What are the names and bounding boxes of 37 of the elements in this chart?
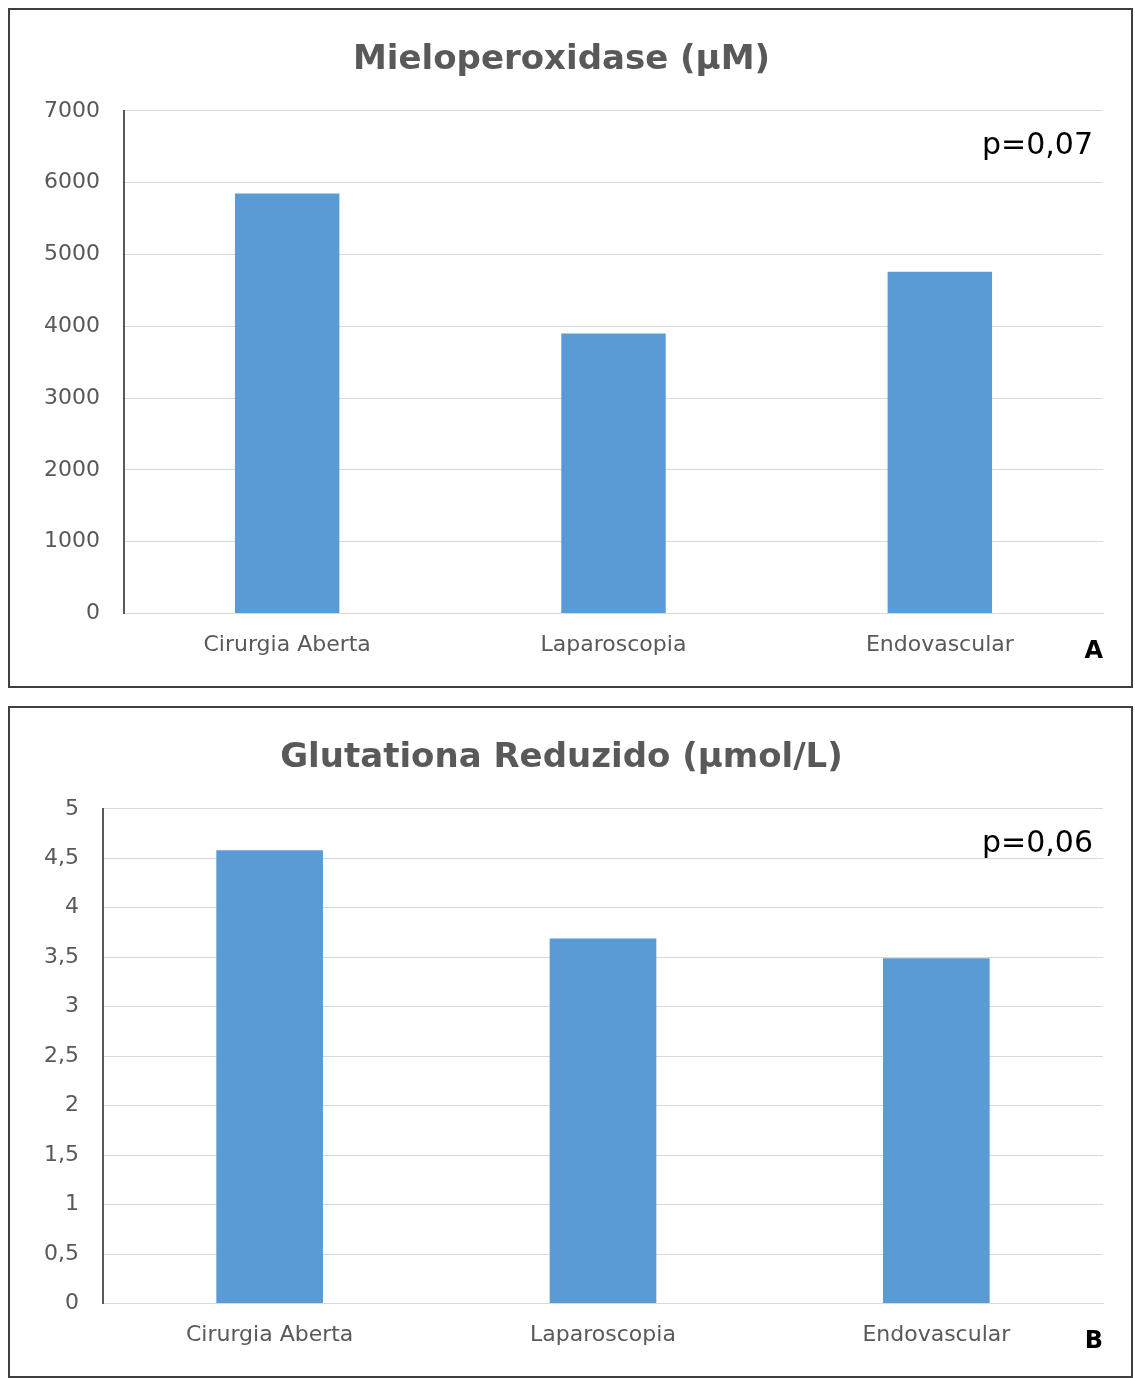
annotation: p=0,07 xyxy=(982,125,1093,161)
y-tick-label: 5000 xyxy=(43,240,100,266)
y-tick-label: 3000 xyxy=(43,383,100,409)
bar xyxy=(883,958,990,1304)
y-tick-label: 0,5 xyxy=(43,1239,79,1265)
y-tick-label: 2,5 xyxy=(43,1041,79,1067)
y-tick-label: 1 xyxy=(64,1190,79,1216)
y-tick-label: 1,5 xyxy=(43,1140,79,1166)
y-tick-label: 4,5 xyxy=(43,844,79,869)
chart-title: Glutationa Reduzido (µmol/L) xyxy=(280,735,843,776)
bar xyxy=(234,193,340,614)
text: B xyxy=(1084,1325,1103,1354)
y-tick-label: 4000 xyxy=(43,312,100,337)
bar xyxy=(887,271,993,614)
bar xyxy=(561,333,666,614)
y-tick-label: 6000 xyxy=(43,168,100,194)
bar xyxy=(216,850,323,1304)
y-tick-label: 1000 xyxy=(43,527,100,553)
y-tick-label: 4 xyxy=(64,893,79,919)
y-tick-label: 5 xyxy=(64,794,79,820)
chart-title: Mieloperoxidase (µM) xyxy=(352,37,771,78)
bar xyxy=(549,938,657,1304)
y-tick-label: 2 xyxy=(64,1091,79,1117)
y-tick-label: 2000 xyxy=(43,455,100,481)
annotation: p=0,06 xyxy=(982,823,1093,859)
y-tick-label: 7000 xyxy=(43,96,100,122)
x-tick-label: Endovascular xyxy=(862,1320,1012,1346)
y-tick-label: 0 xyxy=(64,1289,79,1315)
y-tick-label: 3 xyxy=(64,992,79,1018)
x-tick-label: Laparoscopia xyxy=(540,630,687,656)
x-tick-label: Cirurgia Aberta xyxy=(203,630,371,656)
x-tick-label: Cirurgia Aberta xyxy=(185,1320,354,1346)
x-tick-label: Endovascular xyxy=(865,630,1015,656)
text: A xyxy=(1084,635,1104,664)
y-tick-label: 3,5 xyxy=(43,942,79,968)
x-tick-label: Laparoscopia xyxy=(530,1320,676,1346)
y-tick-label: 0 xyxy=(85,599,100,625)
